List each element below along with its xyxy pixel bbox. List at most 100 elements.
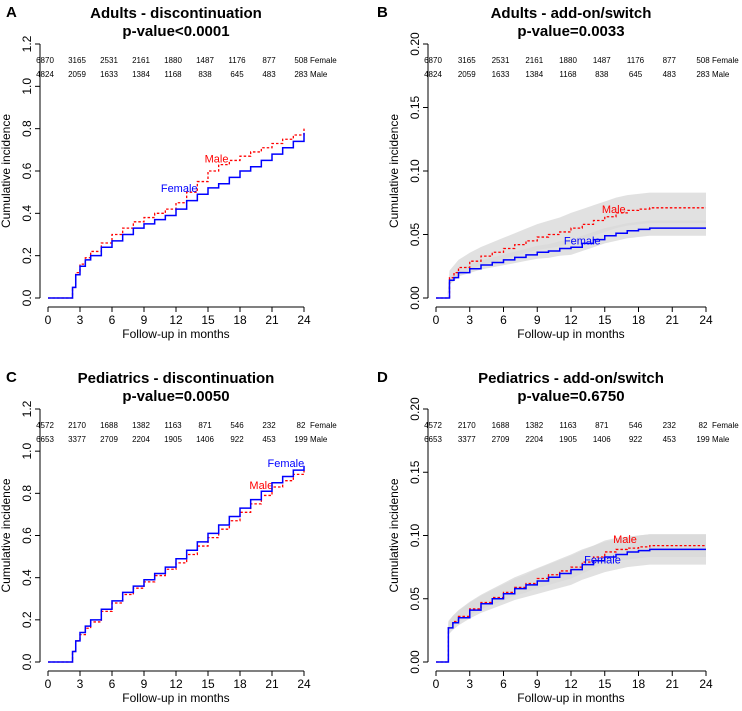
series-label-male: Male (613, 534, 637, 546)
risk-count: 1163 (164, 421, 182, 430)
risk-count: 2170 (458, 421, 476, 430)
risk-row-label: Male (310, 435, 328, 444)
panel-letter: A (6, 4, 17, 21)
risk-count: 546 (629, 421, 643, 430)
series-label-female: Female (564, 236, 601, 248)
panel-c: C Pediatrics - discontinuationp-value=0.0… (0, 369, 337, 705)
risk-count: 1384 (525, 70, 543, 79)
panel-d: D Pediatrics - add-on/switchp-value=0.675… (377, 369, 739, 705)
risk-count: 1382 (132, 421, 150, 430)
y-tick-label: 0.8 (20, 485, 34, 502)
x-tick-label: 3 (77, 313, 84, 327)
series-label-male: Male (205, 154, 229, 166)
y-tick-label: 0.15 (408, 95, 422, 119)
risk-count: 232 (262, 421, 276, 430)
x-tick-label: 6 (109, 677, 116, 691)
x-tick-label: 12 (564, 313, 578, 327)
curve-male (436, 544, 706, 663)
risk-count: 453 (663, 435, 677, 444)
y-tick-label: 1.2 (20, 35, 34, 52)
risk-count: 1633 (492, 70, 510, 79)
x-tick-label: 3 (466, 313, 473, 327)
x-axis-label: Follow-up in months (122, 327, 229, 341)
risk-count: 1168 (164, 70, 182, 79)
x-tick-label: 9 (534, 677, 541, 691)
risk-count: 4572 (36, 421, 54, 430)
risk-count: 1176 (627, 56, 645, 65)
x-tick-label: 9 (141, 313, 148, 327)
risk-count: 2204 (525, 435, 543, 444)
risk-count: 2059 (458, 70, 476, 79)
risk-count: 283 (696, 70, 710, 79)
risk-count: 1163 (559, 421, 577, 430)
x-tick-label: 24 (699, 677, 713, 691)
y-tick-label: 0.8 (20, 120, 34, 137)
x-axis-label: Follow-up in months (122, 691, 229, 705)
risk-count: 483 (663, 70, 677, 79)
chart-title: Adults - discontinuation (90, 5, 262, 22)
x-tick-label: 6 (109, 313, 116, 327)
y-axis-label: Cumulative incidence (0, 114, 13, 228)
risk-count: 483 (262, 70, 276, 79)
x-tick-label: 12 (169, 313, 183, 327)
risk-count: 1905 (559, 435, 577, 444)
y-tick-label: 0.20 (408, 397, 422, 421)
risk-count: 877 (262, 56, 276, 65)
risk-count: 232 (663, 421, 677, 430)
risk-count: 2204 (132, 435, 150, 444)
y-tick-label: 0.05 (408, 587, 422, 611)
series-label-female: Female (584, 554, 621, 566)
risk-count: 1688 (100, 421, 118, 430)
risk-count: 645 (629, 70, 643, 79)
series-label-female: Female (161, 183, 198, 195)
risk-count: 6653 (36, 435, 54, 444)
risk-count: 645 (230, 70, 244, 79)
risk-row-label: Female (712, 56, 739, 65)
x-tick-label: 21 (265, 677, 279, 691)
curve-female (48, 465, 305, 663)
risk-count: 871 (198, 421, 212, 430)
x-tick-label: 0 (45, 677, 52, 691)
confidence-band-male (436, 192, 706, 298)
y-tick-label: 0.0 (20, 653, 34, 670)
y-tick-label: 0.2 (20, 247, 34, 264)
risk-count: 82 (699, 421, 708, 430)
risk-row-label: Male (712, 435, 730, 444)
x-tick-label: 0 (433, 677, 440, 691)
x-tick-label: 3 (466, 677, 473, 691)
chart-subtitle: p-value=0.6750 (517, 388, 624, 405)
risk-count: 4824 (36, 70, 54, 79)
chart-title: Pediatrics - add-on/switch (478, 370, 664, 387)
x-tick-label: 21 (265, 313, 279, 327)
y-tick-label: 1.0 (20, 443, 34, 460)
x-tick-label: 15 (201, 313, 215, 327)
risk-count: 2170 (68, 421, 86, 430)
x-tick-label: 0 (45, 313, 52, 327)
chart-subtitle: p-value=0.0050 (122, 388, 229, 405)
x-tick-label: 12 (169, 677, 183, 691)
risk-count: 877 (663, 56, 677, 65)
risk-row-label: Female (712, 421, 739, 430)
risk-count: 1487 (196, 56, 214, 65)
risk-count: 6870 (36, 56, 54, 65)
risk-row-label: Male (712, 70, 730, 79)
risk-count: 2161 (132, 56, 150, 65)
y-tick-label: 0.10 (408, 523, 422, 547)
risk-count: 1382 (525, 421, 543, 430)
risk-count: 838 (198, 70, 212, 79)
risk-count: 3377 (458, 435, 476, 444)
y-tick-label: 0.00 (408, 286, 422, 310)
x-tick-label: 3 (77, 677, 84, 691)
risk-row-label: Female (310, 56, 337, 65)
risk-count: 1688 (492, 421, 510, 430)
risk-count: 199 (294, 435, 308, 444)
y-axis-label: Cumulative incidence (0, 478, 13, 592)
curve-male (436, 207, 706, 299)
x-tick-label: 6 (500, 677, 507, 691)
curve-female (436, 227, 706, 299)
risk-count: 6870 (424, 56, 442, 65)
risk-count: 922 (629, 435, 643, 444)
series-label-male: Male (249, 480, 273, 492)
